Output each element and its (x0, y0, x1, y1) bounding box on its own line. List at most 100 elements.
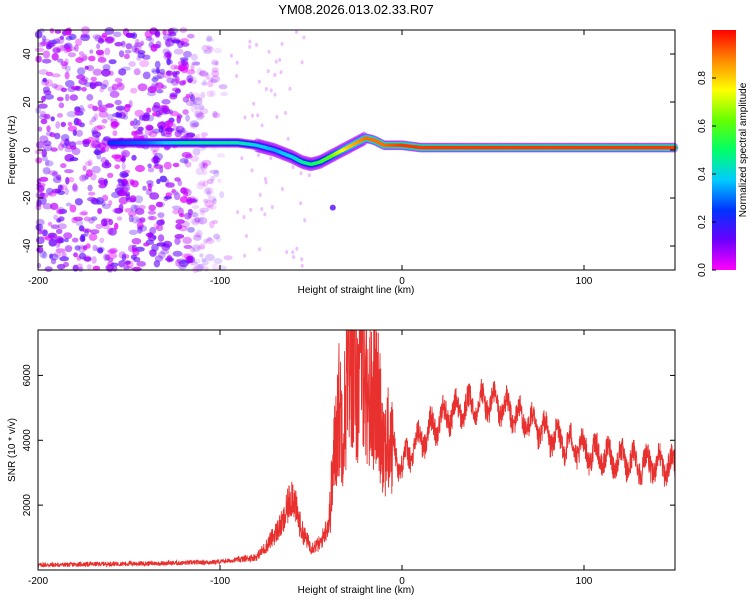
heatmap-noise-cell (69, 157, 79, 162)
heatmap-noise-cell (130, 120, 135, 127)
heatmap-noise-cell (37, 185, 45, 193)
heatmap-noise-cell (40, 118, 48, 125)
heatmap-noise-cell (145, 188, 153, 196)
heatmap-noise-cell (166, 59, 173, 65)
heatmap-noise-cell (174, 177, 181, 182)
snr-x-tick-label: -100 (210, 576, 230, 587)
heatmap-noise-cell (41, 38, 51, 45)
heatmap-noise-cell (152, 75, 162, 80)
heatmap-noise-cell (77, 266, 84, 272)
heatmap-noise-cell (112, 130, 118, 137)
heatmap-noise-cell (163, 72, 172, 79)
heatmap-noise-cell (205, 238, 215, 244)
heatmap-noise-cell (167, 254, 172, 261)
heatmap-y-tick-label: 0 (22, 147, 33, 153)
heatmap-noise-cell (117, 190, 128, 197)
snr-y-tick-label: 2000 (22, 494, 33, 517)
heatmap-noise-cell (103, 178, 108, 187)
heatmap-noise-cell (149, 192, 160, 200)
heatmap-noise-cell (162, 108, 171, 115)
heatmap-noise-cell (155, 224, 164, 232)
heatmap-noise-cell (50, 147, 58, 152)
heatmap-noise-cell (201, 257, 207, 262)
heatmap-noise-cell (190, 63, 195, 72)
heatmap-noise-cell (198, 180, 206, 187)
heatmap-noise-cell (175, 75, 180, 84)
heatmap-noise-cell (84, 65, 89, 70)
heatmap-noise-cell (100, 156, 107, 163)
heatmap-noise-cell (195, 167, 204, 176)
heatmap-noise-cell (155, 82, 164, 89)
heatmap-noise-cell (300, 263, 304, 268)
heatmap-noise-cell (135, 164, 145, 173)
heatmap-noise-cell (198, 162, 206, 169)
heatmap-noise-cell (104, 47, 111, 56)
heatmap-noise-cell (256, 113, 260, 118)
heatmap-noise-cell (187, 256, 195, 264)
heatmap-noise-cell (86, 264, 92, 270)
heatmap-noise-cell (58, 102, 65, 109)
heatmap-noise-cell (112, 265, 118, 272)
heatmap-noise-cell (175, 223, 183, 230)
heatmap-noise-cell (192, 234, 202, 241)
heatmap-noise-cell (199, 69, 206, 77)
heatmap-noise-cell (202, 170, 208, 176)
heatmap-noise-cell (131, 32, 138, 39)
heatmap-noise-cell (45, 159, 50, 166)
heatmap-noise-cell (216, 153, 226, 158)
heatmap-noise-cell (98, 110, 109, 118)
heatmap-noise-cell (249, 207, 253, 212)
heatmap-noise-cell (86, 65, 95, 72)
heatmap-noise-cell (87, 136, 96, 143)
heatmap-noise-cell (101, 118, 108, 124)
heatmap-noise-cell (88, 191, 96, 196)
heatmap-noise-cell (99, 35, 108, 43)
heatmap-noise-cell (208, 46, 214, 52)
heatmap-noise-cell (104, 36, 114, 44)
heatmap-noise-cell (191, 212, 198, 218)
heatmap-noise-cell (164, 257, 175, 262)
heatmap-noise-cell (128, 214, 134, 223)
heatmap-noise-cell (197, 216, 208, 225)
heatmap-noise-cell (56, 218, 62, 223)
heatmap-noise-cell (183, 159, 188, 165)
colorbar-gradient (712, 30, 736, 270)
heatmap-noise-cell (191, 61, 201, 66)
heatmap-noise-cell (63, 261, 69, 268)
heatmap-noise-cell (148, 37, 155, 43)
heatmap-noise-cell (51, 73, 61, 78)
heatmap-noise-cell (215, 236, 222, 243)
heatmap-noise-cell (66, 111, 77, 118)
heatmap-noise-cell (211, 67, 219, 73)
heatmap-noise-cell (76, 140, 83, 145)
heatmap-noise-cell (59, 35, 64, 41)
heatmap-noise-cell (165, 192, 172, 197)
heatmap-noise-cell (99, 237, 105, 244)
heatmap-noise-cell (108, 59, 117, 65)
heatmap-x-tick-label: 0 (399, 276, 405, 287)
heatmap-noise-cell (45, 187, 54, 196)
heatmap-noise-cell (203, 266, 209, 272)
heatmap-noise-cell (275, 114, 279, 119)
heatmap-noise-cell (116, 216, 123, 221)
heatmap-y-axis-label: Frequency (Hz) (7, 116, 18, 185)
heatmap-noise-cell (103, 253, 109, 262)
heatmap-noise-cell (210, 175, 216, 181)
heatmap-noise-cell (75, 110, 84, 116)
heatmap-noise-cell (131, 45, 138, 53)
heatmap-noise-cell (211, 59, 219, 65)
heatmap-noise-cell (35, 223, 42, 231)
heatmap-noise-cell (155, 201, 163, 208)
heatmap-noise-cell (212, 219, 219, 224)
heatmap-noise-cell (171, 188, 176, 194)
heatmap-isolated-cell (329, 204, 336, 211)
heatmap-noise-cell (44, 266, 53, 272)
heatmap-noise-cell (116, 81, 123, 87)
heatmap-noise-cell (194, 217, 200, 224)
heatmap-noise-cell (88, 233, 98, 241)
colorbar-ticks: 0.0 0.2 0.4 0.6 0.8 (697, 71, 716, 277)
heatmap-noise-cell (36, 201, 43, 207)
heatmap-noise-cell (36, 184, 46, 192)
heatmap-noise-cell (131, 216, 141, 224)
heatmap-noise-cell (44, 79, 53, 87)
